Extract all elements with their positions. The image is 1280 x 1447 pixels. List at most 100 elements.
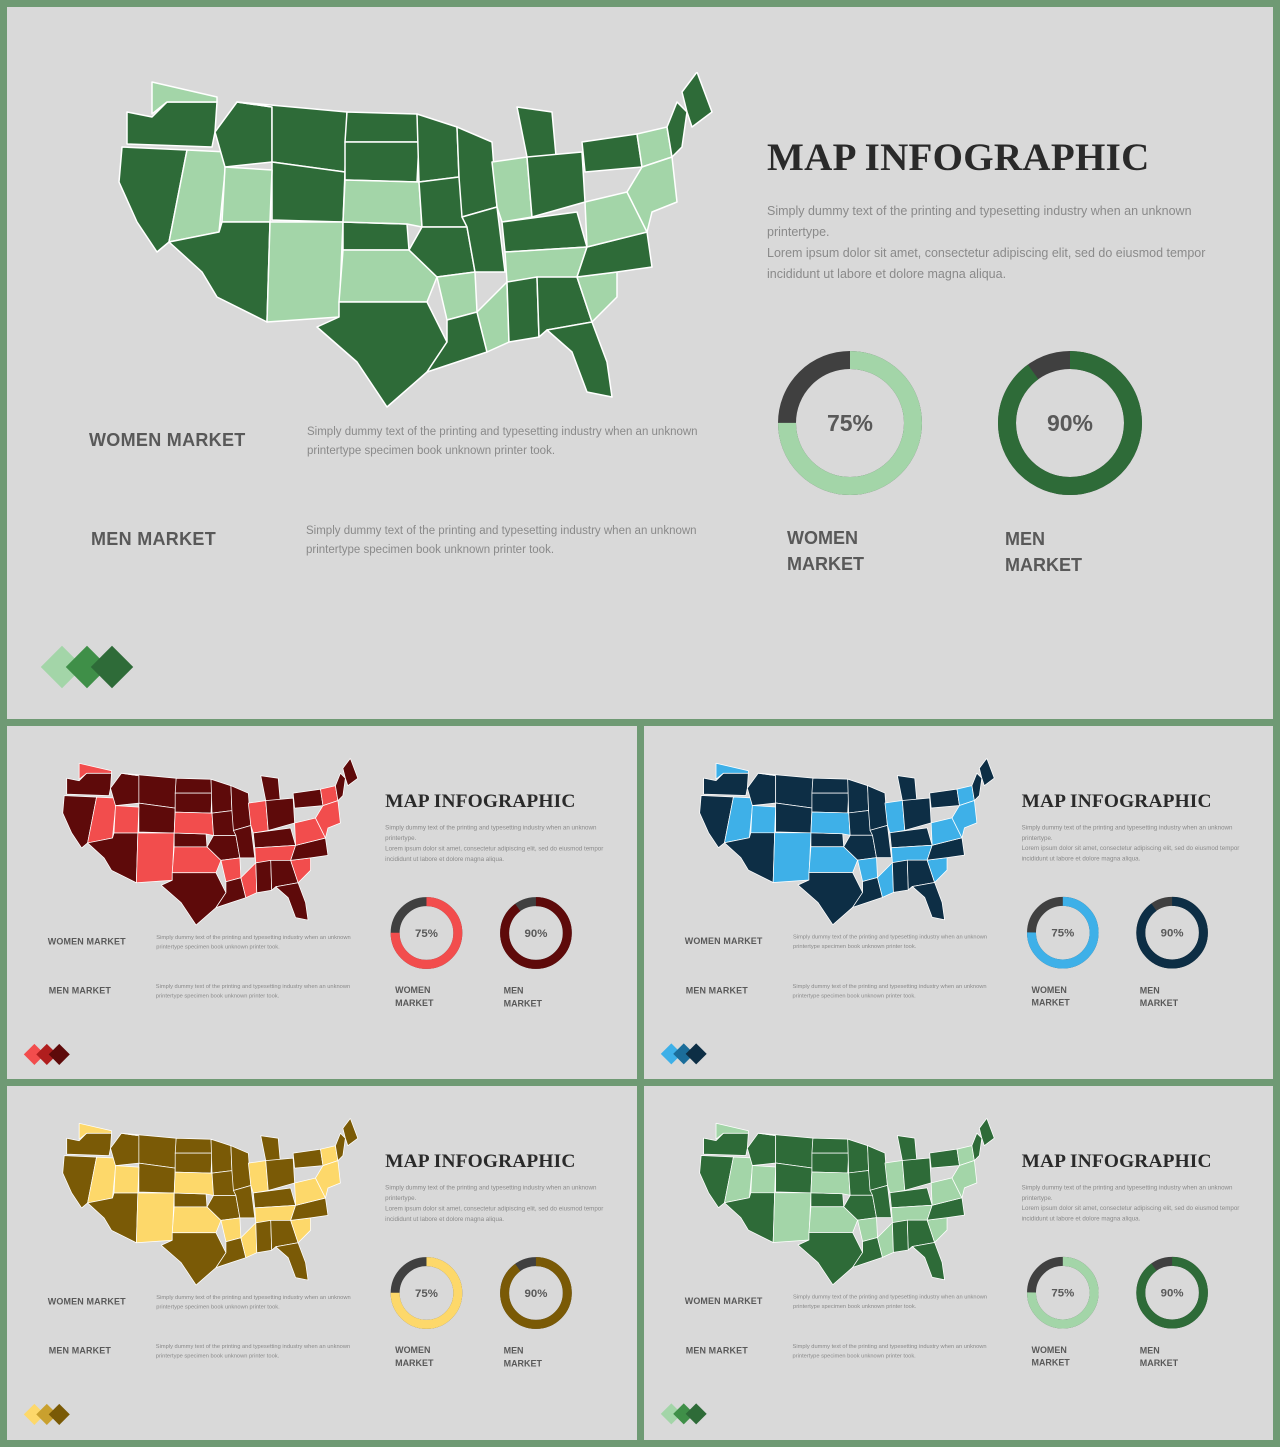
state-shape (810, 1192, 845, 1208)
description-line: Lorem ipsum dolor sit amet, consectetur … (767, 246, 1206, 281)
caption-line: MARKET (1031, 997, 1070, 1008)
state-shape (808, 846, 858, 873)
caption-line: MARKET (395, 998, 434, 1009)
caption-line: WOMEN (395, 985, 431, 996)
slide-main: MAP INFOGRAPHIC Simply dummy text of the… (7, 7, 1273, 719)
state-shape (892, 859, 909, 893)
state-shape (811, 1137, 850, 1154)
donut-value-arc (1027, 1256, 1099, 1329)
men-donut-chart: 90% (499, 1256, 574, 1331)
state-shape (66, 1132, 112, 1157)
slide-green-variant: MAP INFOGRAPHIC Simply dummy text of the… (644, 1086, 1273, 1440)
slide-red-variant: MAP INFOGRAPHIC Simply dummy text of the… (7, 726, 637, 1079)
women-donut-caption: WOMEN MARKET (787, 525, 907, 577)
men-donut-value: 90% (1160, 1286, 1184, 1300)
state-shape (808, 1206, 858, 1233)
state-shape (344, 111, 420, 143)
state-shape (847, 778, 869, 814)
state-shape (173, 1192, 208, 1208)
slide-title: MAP INFOGRAPHIC (1021, 790, 1212, 812)
state-shape (255, 1219, 273, 1254)
state-shape (869, 824, 892, 859)
state-shape (316, 301, 448, 408)
women-market-label: WOMEN MARKET (47, 1296, 126, 1307)
state-shape (951, 1160, 978, 1199)
state-shape (797, 872, 863, 926)
state-shape (703, 1132, 749, 1156)
state-shape (951, 800, 978, 839)
donut-value-arc (390, 1257, 463, 1329)
slide-description: Simply dummy text of the printing and ty… (767, 201, 1207, 285)
donut-value-arc (998, 351, 1142, 495)
state-shape (506, 276, 540, 343)
state-shape (546, 321, 613, 398)
caption-line: WOMEN (787, 528, 858, 548)
description-line: Lorem ipsum dolor sit amet, consectetur … (1021, 844, 1240, 863)
men-donut-caption: MEN MARKET (504, 984, 564, 1010)
state-shape (335, 772, 346, 802)
state-shape (292, 1148, 324, 1169)
men-donut-value: 90% (1160, 926, 1184, 940)
women-market-label: WOMEN MARKET (684, 936, 763, 947)
state-shape (971, 772, 983, 801)
state-shape (811, 777, 850, 794)
state-shape (901, 797, 932, 831)
state-shape (978, 1118, 995, 1146)
caption-line: MARKET (787, 554, 864, 574)
state-shape (173, 1171, 214, 1196)
slide-yellow-variant: MAP INFOGRAPHIC Simply dummy text of the… (7, 1086, 637, 1440)
state-shape (266, 221, 344, 323)
slide-description: Simply dummy text of the printing and ty… (385, 823, 604, 865)
donut-value-arc (1136, 896, 1208, 969)
women-donut-caption: WOMEN MARKET (395, 984, 455, 1010)
state-shape (746, 1132, 777, 1166)
men-market-text: Simply dummy text of the printing and ty… (792, 1343, 987, 1359)
slide-title: MAP INFOGRAPHIC (767, 136, 1150, 179)
women-donut-chart: 75% (1026, 895, 1101, 970)
state-shape (456, 126, 498, 218)
women-donut-chart: 75% (389, 1256, 464, 1331)
state-shape (342, 221, 410, 251)
women-donut-value: 75% (1051, 926, 1075, 940)
state-shape (275, 1242, 309, 1281)
state-shape (715, 1122, 749, 1140)
state-shape (171, 846, 222, 874)
state-shape (581, 133, 643, 173)
donut-value-arc (1136, 1256, 1208, 1329)
state-shape (335, 1132, 346, 1162)
men-market-text: Simply dummy text of the printing and ty… (155, 983, 351, 1000)
state-shape (526, 151, 586, 218)
caption-line: MEN (503, 985, 524, 996)
slide-description: Simply dummy text of the printing and ty… (1022, 1182, 1241, 1224)
state-shape (138, 802, 176, 834)
caption-line: WOMEN (1031, 1344, 1067, 1355)
state-shape (66, 772, 112, 797)
state-shape (666, 101, 688, 158)
state-shape (315, 800, 341, 839)
state-shape (265, 797, 295, 831)
men-market-label: MEN MARKET (91, 529, 216, 549)
state-shape (113, 1165, 140, 1194)
state-shape (113, 805, 140, 834)
usa-map (699, 758, 995, 926)
usa-map (62, 1118, 359, 1286)
caption-line: MARKET (1139, 1358, 1179, 1369)
state-shape (173, 811, 214, 836)
state-shape (461, 206, 506, 273)
state-shape (78, 762, 112, 780)
state-shape (342, 179, 423, 228)
state-shape (626, 156, 678, 233)
women-market-label: WOMEN MARKET (89, 430, 246, 450)
state-shape (911, 882, 945, 921)
state-shape (929, 1148, 960, 1169)
men-donut-chart: 90% (995, 348, 1145, 498)
state-shape (173, 832, 208, 848)
caption-line: MEN (1005, 529, 1045, 549)
state-shape (174, 777, 213, 794)
state-shape (171, 1206, 222, 1234)
women-market-text: Simply dummy text of the printing and ty… (307, 426, 698, 457)
state-shape (174, 1152, 213, 1174)
donut-value-arc (390, 897, 463, 969)
men-donut-caption: MEN MARKET (1005, 526, 1125, 578)
state-shape (110, 772, 140, 806)
